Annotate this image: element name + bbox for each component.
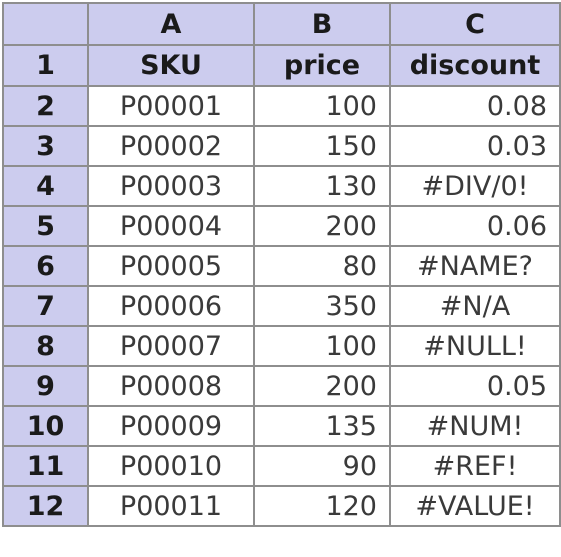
row-header[interactable]: 4 — [2, 165, 89, 207]
table-row: 3 P00002 150 0.03 — [2, 125, 561, 167]
cell-sku[interactable]: P00007 — [87, 325, 255, 367]
cell-price[interactable]: 150 — [253, 125, 391, 167]
cell-sku[interactable]: P00010 — [87, 445, 255, 487]
row-header[interactable]: 9 — [2, 365, 89, 407]
cell-price[interactable]: 90 — [253, 445, 391, 487]
table-row: 4 P00003 130 #DIV/0! — [2, 165, 561, 207]
column-header-c[interactable]: C — [389, 2, 561, 46]
cell-price[interactable]: 350 — [253, 285, 391, 327]
cell-price[interactable]: 80 — [253, 245, 391, 287]
table-row: 7 P00006 350 #N/A — [2, 285, 561, 327]
column-header-a[interactable]: A — [87, 2, 255, 46]
row-header[interactable]: 3 — [2, 125, 89, 167]
row-header[interactable]: 6 — [2, 245, 89, 287]
cell-sku[interactable]: P00005 — [87, 245, 255, 287]
table-row: 6 P00005 80 #NAME? — [2, 245, 561, 287]
cell-discount[interactable]: 0.05 — [389, 365, 561, 407]
cell-sku[interactable]: P00009 — [87, 405, 255, 447]
row-header[interactable]: 10 — [2, 405, 89, 447]
row-header[interactable]: 11 — [2, 445, 89, 487]
cell-discount-error[interactable]: #N/A — [389, 285, 561, 327]
cell-sku[interactable]: P00008 — [87, 365, 255, 407]
table-row: 10 P00009 135 #NUM! — [2, 405, 561, 447]
cell-discount-error[interactable]: #NAME? — [389, 245, 561, 287]
cell-sku[interactable]: P00006 — [87, 285, 255, 327]
table-row: 2 P00001 100 0.08 — [2, 85, 561, 127]
cell-price[interactable]: 130 — [253, 165, 391, 207]
cell-price[interactable]: 200 — [253, 365, 391, 407]
cell-sku[interactable]: P00004 — [87, 205, 255, 247]
cell-price[interactable]: 135 — [253, 405, 391, 447]
cell-discount[interactable]: 0.03 — [389, 125, 561, 167]
cell-discount[interactable]: 0.08 — [389, 85, 561, 127]
cell-discount-error[interactable]: #VALUE! — [389, 485, 561, 527]
table-row: 11 P00010 90 #REF! — [2, 445, 561, 487]
cell-discount-error[interactable]: #REF! — [389, 445, 561, 487]
cell-c1-discount-header[interactable]: discount — [389, 44, 561, 87]
column-header-row: A B C — [2, 2, 561, 46]
cell-price[interactable]: 100 — [253, 325, 391, 367]
table-row: 5 P00004 200 0.06 — [2, 205, 561, 247]
row-header[interactable]: 1 — [2, 44, 89, 87]
cell-sku[interactable]: P00001 — [87, 85, 255, 127]
table-row: 8 P00007 100 #NULL! — [2, 325, 561, 367]
cell-a1-sku-header[interactable]: SKU — [87, 44, 255, 87]
cell-price[interactable]: 200 — [253, 205, 391, 247]
cell-sku[interactable]: P00002 — [87, 125, 255, 167]
spreadsheet-grid: A B C 1 SKU price discount 2 P00001 100 0.0… — [2, 2, 561, 527]
cell-sku[interactable]: P00003 — [87, 165, 255, 207]
row-header[interactable]: 12 — [2, 485, 89, 527]
cell-discount-error[interactable]: #NULL! — [389, 325, 561, 367]
cell-sku[interactable]: P00011 — [87, 485, 255, 527]
column-header-b[interactable]: B — [253, 2, 391, 46]
cell-price[interactable]: 120 — [253, 485, 391, 527]
table-row: 12 P00011 120 #VALUE! — [2, 485, 561, 527]
row-header[interactable]: 5 — [2, 205, 89, 247]
select-all-corner[interactable] — [2, 2, 89, 46]
cell-discount-error[interactable]: #DIV/0! — [389, 165, 561, 207]
cell-b1-price-header[interactable]: price — [253, 44, 391, 87]
table-row: 9 P00008 200 0.05 — [2, 365, 561, 407]
cell-price[interactable]: 100 — [253, 85, 391, 127]
cell-discount-error[interactable]: #NUM! — [389, 405, 561, 447]
row-header[interactable]: 8 — [2, 325, 89, 367]
row-header[interactable]: 2 — [2, 85, 89, 127]
row-header[interactable]: 7 — [2, 285, 89, 327]
grid-body: A B C 1 SKU price discount 2 P00001 100 0.0… — [2, 2, 561, 527]
cell-discount[interactable]: 0.06 — [389, 205, 561, 247]
field-header-row: 1 SKU price discount — [2, 44, 561, 87]
